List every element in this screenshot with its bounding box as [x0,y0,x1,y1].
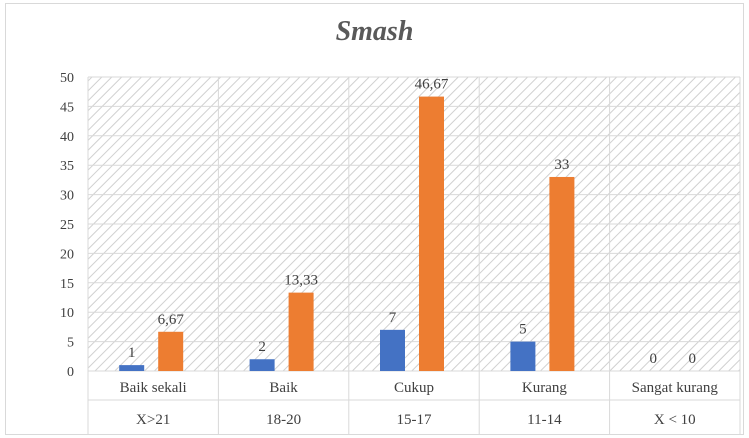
category-label: Cukup [394,380,434,396]
data-label: 46,67 [415,77,449,93]
y-tick-label: 20 [60,247,74,262]
data-label: 5 [519,322,527,338]
data-label: 6,67 [158,312,185,328]
bar [249,359,275,371]
y-tick-label: 50 [60,71,74,86]
chart-frame [5,3,744,435]
category-label: Baik sekali [120,380,187,396]
data-label: 0 [689,351,697,367]
y-tick-label: 15 [60,277,74,292]
y-tick-label: 45 [60,100,74,115]
data-label: 1 [128,345,136,361]
y-tick-label: 35 [60,159,74,174]
y-tick-label: 40 [60,130,74,145]
category-range-label: 18-20 [266,412,301,428]
data-label: 33 [554,157,569,173]
bar [119,365,145,371]
chart-title: Smash [335,16,414,47]
y-tick-label: 25 [60,218,74,233]
y-tick-label: 30 [60,189,74,204]
category-range-label: 11-14 [527,412,562,428]
bar [380,329,405,371]
category-label: Kurang [522,380,567,396]
y-tick-label: 10 [60,306,74,321]
category-label: Baik [269,380,298,396]
bar [158,331,184,371]
bar [419,96,444,372]
category-range-label: 15-17 [397,412,432,428]
data-label: 13,33 [284,273,318,289]
bar [510,341,536,371]
bar [288,292,314,371]
bar [549,176,575,371]
y-tick-label: 5 [67,336,74,351]
category-label: Sangat kurang [632,380,719,396]
category-range-label: X>21 [136,412,170,428]
data-label: 2 [258,339,266,355]
category-range-label: X < 10 [654,412,696,428]
data-label: 0 [650,351,658,367]
data-label: 7 [389,310,397,326]
y-tick-label: 0 [67,365,74,380]
